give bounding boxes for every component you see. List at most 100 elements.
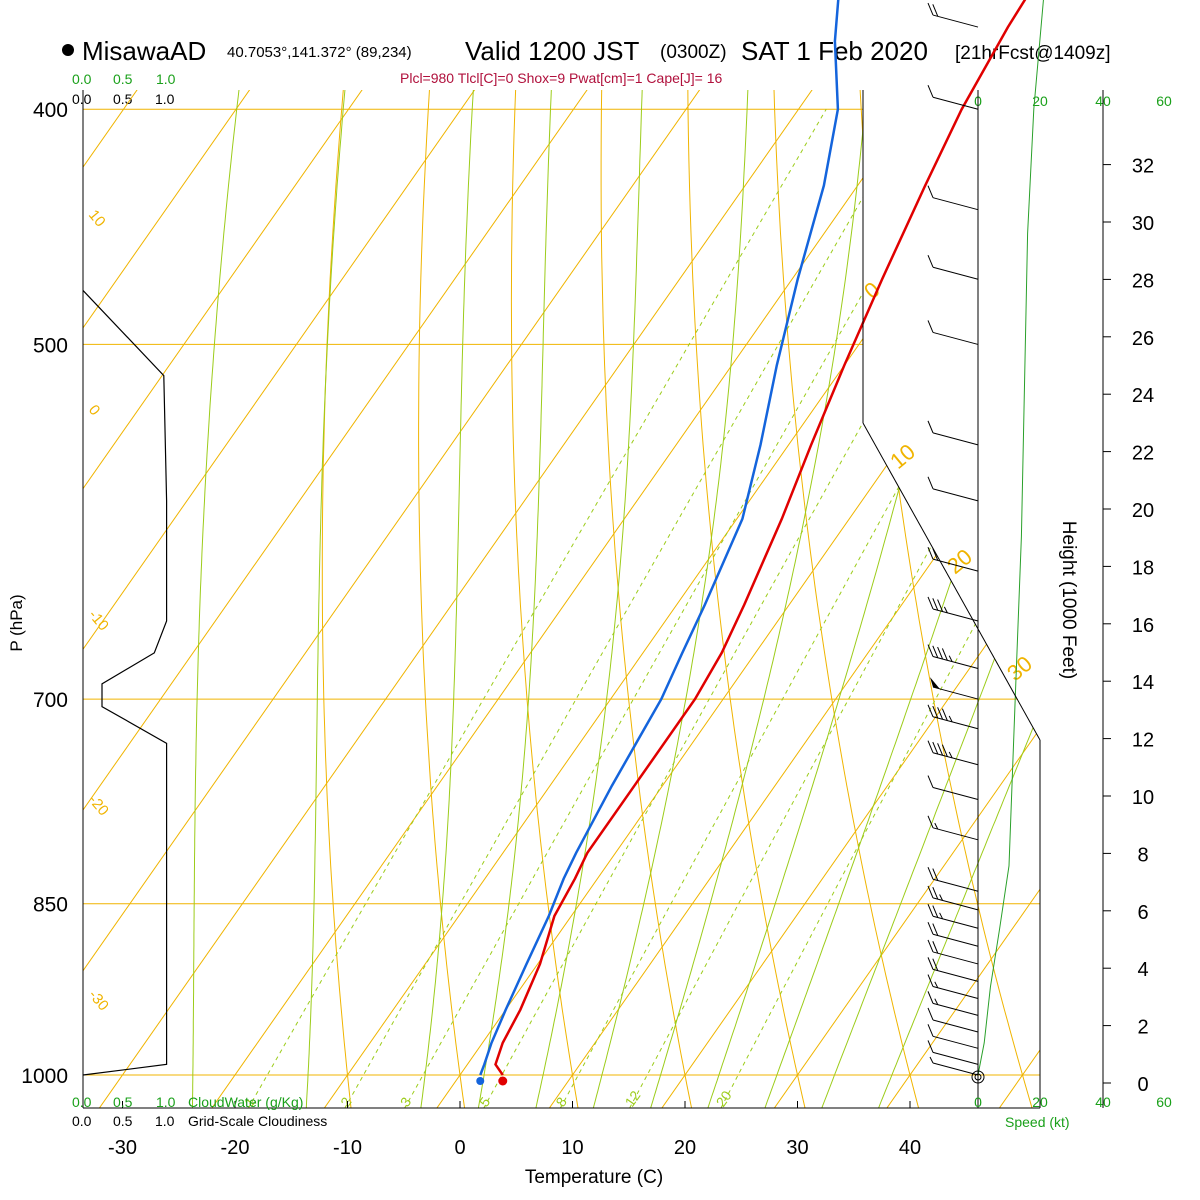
moist-adiabat-line (416, 90, 525, 1108)
mixing-ratio-line (705, 108, 1040, 1108)
x-axis-title: Temperature (C) (525, 1167, 663, 1188)
cloudwater-top-tick: 1.0 (156, 71, 176, 87)
wind-barb-feather (927, 420, 934, 434)
wind-barb-shaft (932, 787, 979, 801)
height-tick-label: 14 (1132, 672, 1154, 694)
wind-barb-feather (932, 645, 939, 659)
dry-adiabat-line (852, 90, 1040, 1108)
cloudiness-top-ticks: 0.0 0.5 1.0 (72, 91, 175, 107)
moist-adiabat-line (866, 90, 1040, 1108)
speed-bottom-tick: 0 (974, 1094, 982, 1110)
wind-barb-feather (937, 743, 944, 756)
temperature-tick-label: -10 (333, 1137, 362, 1159)
station-marker-icon (62, 44, 74, 56)
wind-barb-shaft (932, 915, 979, 929)
height-tick-label: 16 (1132, 615, 1154, 637)
isotherm-line (191, 90, 1040, 1108)
pressure-tick-label: 850 (33, 894, 68, 917)
height-tick-label: 8 (1137, 844, 1148, 866)
isotherm-line (0, 0, 50, 1136)
temperature-tick-label: -20 (221, 1137, 250, 1159)
wind-barb-half-feather (929, 1056, 934, 1064)
pressure-axis: 2503004005007008501000 (21, 99, 68, 1088)
height-tick-label: 32 (1132, 156, 1154, 178)
height-speed-line (977, 0, 1044, 1076)
cloudiness-label: Grid-Scale Cloudiness (188, 1113, 327, 1129)
dry-adiabat-label: -20 (85, 792, 112, 820)
indices-line: Plcl=980 Tlcl[C]=0 Shox=9 Pwat[cm]=1 Cap… (400, 70, 723, 86)
isotherm-line (83, 90, 726, 1108)
cloudiness-top-tick: 0.5 (113, 91, 133, 107)
surface-dewpoint-dot (476, 1077, 485, 1085)
isotherm-line (83, 90, 276, 1108)
moist-adiabat-line (472, 90, 594, 1108)
height-tick-label: 30 (1132, 213, 1154, 235)
temperature-tick-label: 40 (899, 1137, 921, 1159)
speed-bottom-tick: 20 (1032, 1094, 1048, 1110)
speed-label: Speed (kt) (1005, 1114, 1070, 1130)
wind-barb-half-feather (948, 655, 953, 662)
pressure-tick-label: 400 (33, 99, 68, 122)
temperature-tick-label: 0 (454, 1137, 465, 1159)
cloudwater-top-tick: 0.0 (72, 71, 92, 87)
wind-barb-shaft (932, 1002, 979, 1016)
cloudiness-top-tick: 0.0 (72, 91, 92, 107)
isotherm-line (304, 90, 1040, 1108)
isotherm-line (83, 90, 1040, 1108)
moist-adiabat-line (529, 90, 676, 1108)
wind-barb-feather (927, 546, 934, 560)
wind-barb-feather (927, 740, 934, 753)
mixing-ratio-label: 20 (713, 1087, 735, 1109)
wind-barb-feather (927, 596, 934, 610)
wind-barb-feather (932, 741, 939, 755)
wind-barb-feather (927, 904, 934, 917)
wind-barb-feather (937, 646, 944, 660)
wind-barb-flag (930, 677, 940, 690)
speed-top-tick: 60 (1156, 93, 1172, 109)
speed-top-tick: 20 (1032, 93, 1048, 109)
cloudiness-top-tick: 1.0 (155, 91, 175, 107)
wind-barb-shaft (932, 716, 979, 730)
wind-barb-feather (932, 923, 939, 936)
temperature-tick-label: 20 (674, 1137, 696, 1159)
temperature-axis: -30 -20 -10 0 10 20 30 40 (108, 1101, 921, 1159)
pressure-tick-label: 700 (33, 689, 68, 712)
temperature-tick-label: -30 (108, 1137, 137, 1159)
wind-barb-shaft (932, 827, 979, 841)
wind-barb-feather (927, 775, 934, 788)
wind-barb-shaft (932, 1035, 979, 1049)
speed-bottom-ticks: 0 20 40 60 Speed (kt) (974, 1094, 1172, 1130)
mixing-ratio-line (231, 108, 827, 1108)
mixing-ratio-label: 12 (621, 1087, 643, 1109)
dry-adiabat-line (418, 90, 485, 1108)
isotherm-line (416, 90, 1040, 1108)
height-tick-label: 6 (1137, 902, 1148, 924)
cloudwater-label: CloudWater (g/Kg) (188, 1094, 303, 1110)
temperature-line (494, 0, 1027, 1076)
wind-barb-feather (941, 648, 948, 661)
wind-barb-shaft (932, 656, 979, 669)
wind-barb-feather (927, 1040, 934, 1053)
wind-barb-feather (927, 320, 934, 333)
dry-adiabat-line (1007, 90, 1040, 1108)
wind-barb-feather (941, 744, 948, 757)
wind-barb-feather (927, 255, 934, 268)
cloudwater-bottom-tick: 1.0 (156, 1094, 176, 1110)
height-tick-label: 2 (1137, 1017, 1148, 1039)
cloudiness-bottom-ticks: 0.0 0.5 1.0 Grid-Scale Cloudiness (72, 1113, 327, 1129)
isotherm-line (83, 90, 164, 1108)
wind-barb-feather (927, 991, 934, 1004)
forecast-info: [21hrFcst@1409z] (955, 43, 1111, 64)
wind-barb-feather (927, 1024, 934, 1037)
wind-barb-feather (927, 885, 934, 899)
wind-barb-feather (927, 704, 934, 717)
height-tick-label: 10 (1132, 787, 1154, 809)
profiles (82, 0, 1044, 1086)
pressure-tick-label: 1000 (21, 1065, 68, 1088)
height-tick-label: 26 (1132, 328, 1154, 350)
surface-temperature-dot (498, 1076, 508, 1086)
wind-barb-shaft (932, 1062, 979, 1076)
height-tick-label: 20 (1132, 500, 1154, 522)
moist-adiabat-label: 10 (885, 439, 920, 474)
mixing-ratio-label: 2 (337, 1094, 355, 1110)
